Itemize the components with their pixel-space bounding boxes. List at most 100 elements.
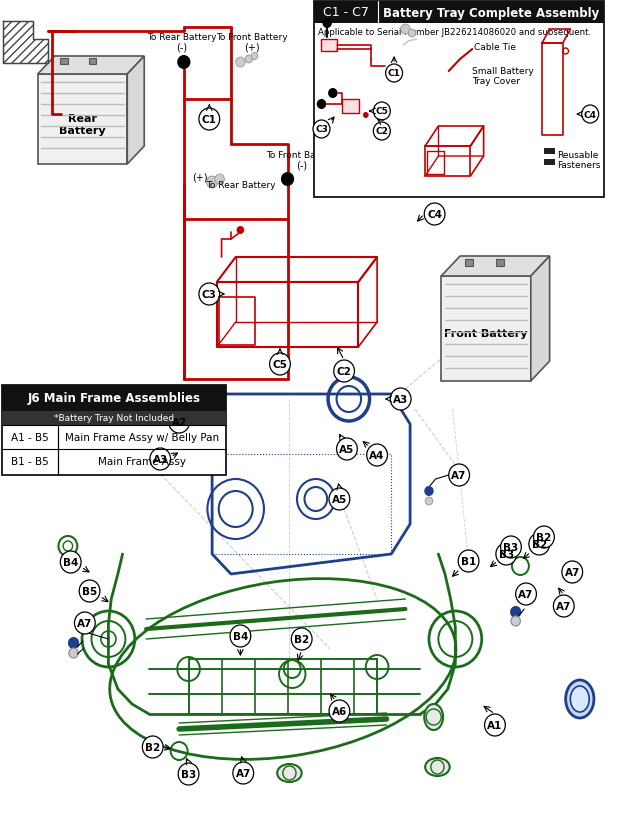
Text: Battery Tray Complete Assembly: Battery Tray Complete Assembly: [383, 7, 599, 20]
Circle shape: [449, 464, 469, 486]
Text: A5: A5: [340, 445, 354, 455]
Ellipse shape: [424, 704, 443, 730]
Text: (-): (-): [177, 43, 187, 53]
Text: Main Frame Assy w/ Belly Pan: Main Frame Assy w/ Belly Pan: [65, 432, 220, 442]
Circle shape: [328, 89, 338, 99]
Circle shape: [199, 109, 220, 131]
Text: B2: B2: [294, 634, 309, 645]
Bar: [314, 2, 604, 24]
Circle shape: [236, 58, 245, 68]
Circle shape: [511, 616, 521, 627]
Ellipse shape: [566, 680, 594, 718]
Circle shape: [529, 533, 550, 555]
Text: A7: A7: [518, 590, 534, 600]
Text: B2: B2: [145, 742, 160, 752]
Circle shape: [334, 360, 354, 382]
Bar: [2, 386, 226, 475]
Circle shape: [501, 536, 521, 559]
Circle shape: [169, 411, 189, 433]
Polygon shape: [3, 22, 48, 64]
Text: A3: A3: [393, 395, 408, 405]
Text: (+): (+): [192, 173, 207, 183]
Bar: [60, 59, 68, 65]
Circle shape: [336, 438, 358, 460]
Polygon shape: [38, 57, 144, 75]
Ellipse shape: [425, 758, 449, 776]
Text: To Rear Battery: To Rear Battery: [147, 34, 217, 43]
Circle shape: [386, 65, 403, 83]
Text: B3: B3: [181, 769, 196, 779]
Bar: [314, 2, 604, 197]
Circle shape: [329, 488, 350, 510]
Circle shape: [425, 497, 433, 505]
Circle shape: [291, 628, 312, 650]
Text: A1 - B5: A1 - B5: [12, 432, 49, 442]
Circle shape: [230, 625, 251, 647]
Bar: [38, 75, 127, 165]
Ellipse shape: [570, 686, 589, 713]
Text: Applicable to Serial Number JB226214086020 and subsequent.: Applicable to Serial Number JB2262140860…: [318, 28, 591, 37]
Text: A7: A7: [556, 601, 571, 611]
Circle shape: [177, 56, 191, 70]
Text: C4: C4: [427, 210, 442, 219]
Text: B5: B5: [82, 586, 97, 596]
Text: Cable Tie: Cable Tie: [474, 43, 516, 52]
Bar: [465, 260, 473, 267]
Circle shape: [69, 648, 78, 658]
Circle shape: [74, 613, 95, 634]
Bar: [544, 149, 555, 155]
Text: To Front Battery: To Front Battery: [266, 151, 338, 160]
Circle shape: [68, 637, 79, 649]
Circle shape: [317, 100, 326, 110]
Circle shape: [199, 283, 220, 305]
Text: C5: C5: [273, 360, 288, 369]
Text: Tray Cover: Tray Cover: [473, 78, 520, 86]
Text: To Rear Battery: To Rear Battery: [205, 180, 275, 189]
Text: A2: A2: [171, 418, 187, 428]
Polygon shape: [127, 57, 144, 165]
Circle shape: [390, 388, 411, 410]
Text: Reusable: Reusable: [557, 151, 598, 160]
Circle shape: [534, 527, 554, 549]
Bar: [89, 59, 96, 65]
Text: C5: C5: [376, 107, 388, 116]
Circle shape: [207, 177, 218, 188]
Text: To Front Battery: To Front Battery: [216, 34, 288, 43]
Text: A3: A3: [153, 455, 168, 464]
Polygon shape: [531, 256, 550, 382]
Bar: [441, 277, 531, 382]
Text: A7: A7: [236, 768, 251, 778]
Text: C2: C2: [376, 127, 388, 136]
Bar: [496, 260, 505, 267]
Text: B2: B2: [532, 540, 547, 550]
Circle shape: [313, 121, 330, 139]
Circle shape: [329, 700, 350, 722]
Text: C1 - C7: C1 - C7: [323, 7, 369, 20]
Circle shape: [510, 606, 521, 618]
Circle shape: [322, 19, 332, 29]
Text: C3: C3: [315, 125, 328, 134]
Text: Fasteners: Fasteners: [557, 161, 600, 170]
Text: C2: C2: [336, 367, 352, 377]
Circle shape: [374, 123, 390, 141]
Bar: [322, 40, 336, 52]
Text: B4: B4: [232, 631, 248, 641]
Text: C1: C1: [202, 115, 217, 124]
Circle shape: [79, 581, 100, 602]
Circle shape: [401, 25, 410, 35]
Circle shape: [424, 204, 445, 226]
Text: A7: A7: [564, 568, 580, 577]
Text: B4: B4: [63, 557, 78, 568]
Text: *Battery Tray Not Included: *Battery Tray Not Included: [54, 414, 174, 423]
Text: A5: A5: [332, 495, 347, 505]
Circle shape: [408, 30, 416, 38]
Circle shape: [485, 714, 505, 736]
Text: A7: A7: [77, 618, 92, 628]
Text: Small Battery: Small Battery: [473, 67, 534, 76]
Polygon shape: [441, 256, 550, 277]
Text: B3: B3: [503, 542, 519, 552]
Text: J6 Main Frame Assemblies: J6 Main Frame Assemblies: [28, 392, 200, 405]
Circle shape: [281, 173, 294, 187]
Circle shape: [245, 56, 253, 64]
Circle shape: [367, 445, 388, 467]
